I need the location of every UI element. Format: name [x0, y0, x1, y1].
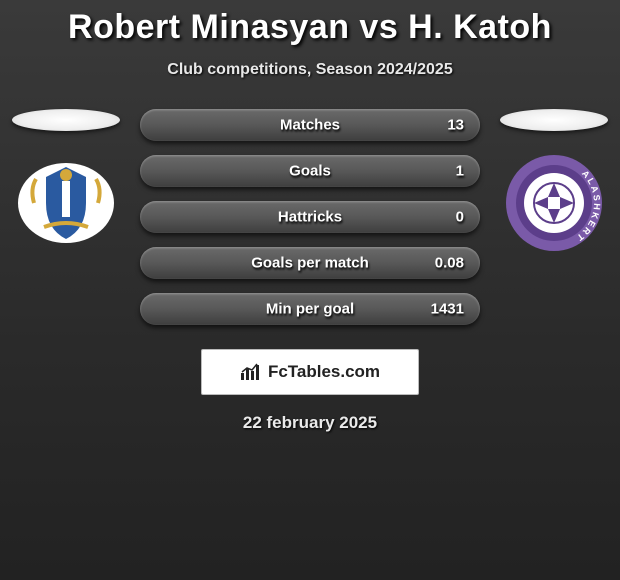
stat-value: 0.08	[435, 255, 464, 272]
stat-value: 0	[456, 209, 464, 226]
stat-bar: Goals 1	[140, 155, 480, 187]
stat-label: Goals	[289, 163, 331, 180]
stat-value: 13	[447, 117, 464, 134]
page-subtitle: Club competitions, Season 2024/2025	[0, 61, 620, 79]
stat-bars: Matches 13 Goals 1 Hattricks 0 Goals per…	[140, 109, 480, 325]
player-left-column	[10, 109, 122, 253]
stat-label: Matches	[280, 117, 340, 134]
player-left-oval	[12, 109, 120, 131]
crest-left-icon	[16, 153, 116, 253]
comparison-row: Matches 13 Goals 1 Hattricks 0 Goals per…	[0, 109, 620, 325]
stat-value: 1431	[431, 301, 464, 318]
stat-value: 1	[456, 163, 464, 180]
stat-label: Hattricks	[278, 209, 342, 226]
brand-box[interactable]: FcTables.com	[201, 349, 419, 395]
stat-bar: Matches 13	[140, 109, 480, 141]
club-crest-left	[16, 153, 116, 253]
brand-text: FcTables.com	[268, 362, 380, 382]
stat-label: Goals per match	[251, 255, 369, 272]
page-title: Robert Minasyan vs H. Katoh	[0, 0, 620, 47]
date-text: 22 february 2025	[0, 413, 620, 433]
player-right-oval	[500, 109, 608, 131]
player-right-column: ALASHKERT	[498, 109, 610, 253]
stat-bar: Min per goal 1431	[140, 293, 480, 325]
bar-chart-icon	[240, 363, 262, 381]
stat-bar: Hattricks 0	[140, 201, 480, 233]
club-crest-right: ALASHKERT	[504, 153, 604, 253]
stat-bar: Goals per match 0.08	[140, 247, 480, 279]
alashkert-crest-icon: ALASHKERT	[504, 153, 604, 253]
stat-label: Min per goal	[266, 301, 354, 318]
